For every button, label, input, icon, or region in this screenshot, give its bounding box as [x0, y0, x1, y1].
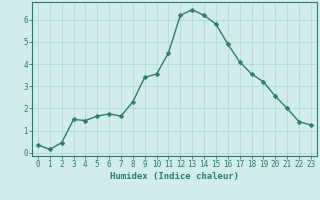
X-axis label: Humidex (Indice chaleur): Humidex (Indice chaleur): [110, 172, 239, 181]
